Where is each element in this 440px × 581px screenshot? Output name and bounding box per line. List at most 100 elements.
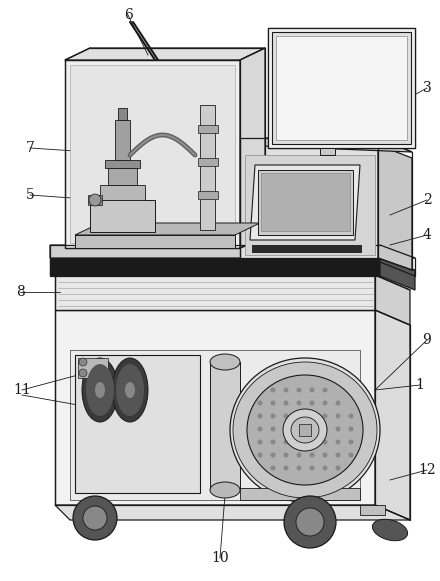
Circle shape [335, 453, 341, 457]
Ellipse shape [83, 506, 107, 530]
Circle shape [309, 439, 315, 444]
Circle shape [297, 453, 301, 457]
Circle shape [348, 453, 353, 457]
Circle shape [271, 465, 275, 471]
Circle shape [323, 465, 327, 471]
Text: 6: 6 [124, 8, 132, 22]
Polygon shape [375, 275, 410, 325]
Polygon shape [375, 310, 410, 520]
Circle shape [271, 414, 275, 418]
Circle shape [309, 388, 315, 393]
Circle shape [297, 439, 301, 444]
Circle shape [257, 426, 263, 432]
Bar [198, 158, 218, 166]
Circle shape [297, 400, 301, 406]
Circle shape [283, 400, 289, 406]
Bar [276, 36, 407, 140]
Circle shape [297, 414, 301, 418]
Polygon shape [250, 165, 360, 240]
Ellipse shape [95, 382, 105, 398]
Circle shape [335, 439, 341, 444]
Circle shape [323, 439, 327, 444]
Polygon shape [240, 488, 360, 500]
Text: 1: 1 [415, 378, 425, 392]
Polygon shape [50, 258, 380, 276]
Circle shape [271, 426, 275, 432]
Text: 9: 9 [423, 333, 431, 347]
Circle shape [89, 194, 101, 206]
Circle shape [271, 400, 275, 406]
Polygon shape [210, 362, 240, 490]
Text: 10: 10 [211, 551, 229, 565]
Circle shape [297, 426, 301, 432]
Ellipse shape [296, 508, 324, 536]
Circle shape [340, 210, 350, 220]
Text: 11: 11 [13, 383, 31, 397]
Ellipse shape [372, 519, 407, 541]
Circle shape [309, 426, 315, 432]
Polygon shape [50, 245, 415, 258]
Circle shape [283, 453, 289, 457]
Circle shape [323, 453, 327, 457]
Ellipse shape [233, 362, 377, 498]
Polygon shape [70, 350, 360, 500]
Circle shape [323, 400, 327, 406]
Bar [261, 173, 350, 231]
Circle shape [271, 439, 275, 444]
Polygon shape [55, 310, 375, 505]
Circle shape [309, 400, 315, 406]
Circle shape [257, 453, 263, 457]
Circle shape [335, 414, 341, 418]
Circle shape [348, 414, 353, 418]
Polygon shape [90, 200, 155, 232]
Ellipse shape [210, 482, 240, 498]
Text: 12: 12 [418, 463, 436, 477]
Ellipse shape [230, 358, 380, 502]
Polygon shape [240, 48, 265, 248]
Ellipse shape [247, 375, 363, 485]
Polygon shape [55, 275, 375, 310]
Circle shape [257, 414, 263, 418]
Polygon shape [268, 28, 415, 148]
Polygon shape [240, 138, 412, 152]
Circle shape [257, 439, 263, 444]
Circle shape [323, 414, 327, 418]
Ellipse shape [86, 364, 114, 416]
Circle shape [283, 414, 289, 418]
Circle shape [335, 400, 341, 406]
Circle shape [309, 414, 315, 418]
Bar [70, 65, 235, 243]
Circle shape [271, 453, 275, 457]
Circle shape [79, 369, 87, 377]
Polygon shape [105, 160, 140, 168]
Circle shape [348, 439, 353, 444]
Bar [258, 170, 353, 235]
Circle shape [335, 426, 341, 432]
Ellipse shape [82, 358, 118, 422]
Circle shape [271, 388, 275, 393]
Circle shape [297, 388, 301, 393]
Polygon shape [378, 145, 412, 270]
Polygon shape [60, 278, 370, 308]
Ellipse shape [283, 409, 327, 451]
Polygon shape [320, 148, 335, 155]
Ellipse shape [291, 417, 319, 443]
Polygon shape [245, 155, 375, 255]
Polygon shape [65, 60, 240, 248]
Text: 8: 8 [16, 285, 24, 299]
Bar [252, 245, 362, 253]
Polygon shape [115, 120, 130, 160]
Circle shape [323, 388, 327, 393]
Polygon shape [240, 145, 378, 258]
Bar [75, 355, 200, 493]
Bar [78, 358, 108, 378]
Text: 7: 7 [26, 141, 34, 155]
Ellipse shape [284, 496, 336, 548]
Circle shape [297, 465, 301, 471]
Text: 2: 2 [423, 193, 431, 207]
Ellipse shape [73, 496, 117, 540]
Circle shape [335, 465, 341, 471]
Polygon shape [380, 258, 415, 290]
Circle shape [283, 426, 289, 432]
Circle shape [283, 439, 289, 444]
